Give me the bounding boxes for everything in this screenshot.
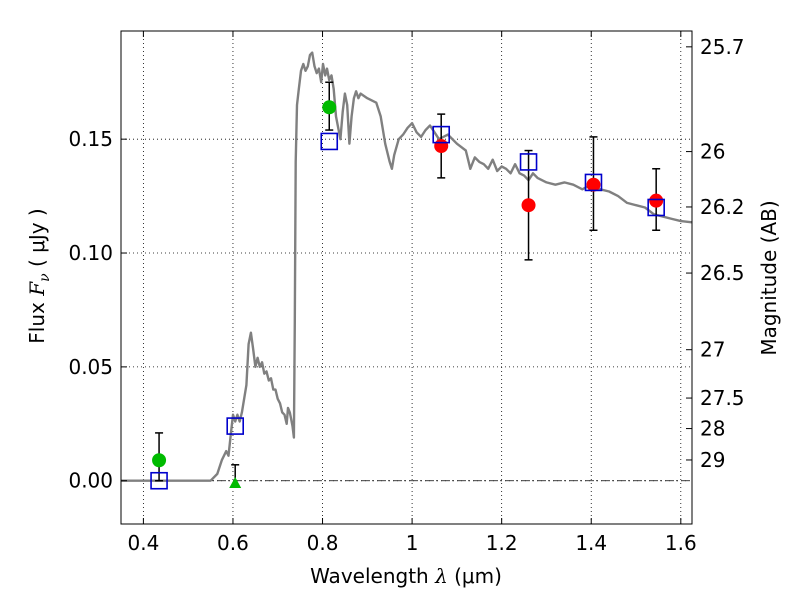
plot-frame [120, 30, 693, 525]
model-band-square [584, 173, 603, 192]
model-band-square [647, 198, 665, 217]
y-tick-label: 0.15 [68, 127, 113, 151]
model-band-square [226, 417, 244, 435]
model-band-square [150, 471, 168, 490]
x-tick-label: 1.4 [575, 531, 607, 555]
model-band-square [519, 153, 538, 171]
y2-tick-label: 26.5 [700, 261, 745, 285]
y-axis-title-unit: ( μJy ) [25, 208, 49, 273]
x-tick-label: 0.4 [127, 531, 159, 555]
model-band-square [432, 125, 451, 144]
y-tick-label: 0.05 [68, 355, 113, 379]
x-tick-label: 1.6 [665, 531, 697, 555]
x-tick-label: 0.8 [307, 531, 339, 555]
x-tick-label: 1.2 [486, 531, 518, 555]
x-tick-label: 1 [406, 531, 419, 555]
data-markers [150, 81, 665, 490]
flux-point [586, 177, 601, 192]
y-tick-label: 0.00 [68, 469, 113, 493]
y2-tick-label: 29 [700, 448, 725, 472]
y-axis-title-prefix: Flux [25, 296, 49, 344]
model-spectrum-line [121, 51, 693, 482]
y-axis-title-sub: ν [37, 273, 53, 282]
model-band-square [320, 132, 339, 151]
y2-tick-label: 27 [700, 338, 725, 362]
y2-tick-label: 28 [700, 417, 725, 441]
axis-ticks: 0.4 0.6 0.8 1 1.2 1.4 1.6 0.00 0.05 0.10 0.15 25.7 2… [68, 31, 745, 555]
y2-tick-label: 26.2 [700, 195, 745, 219]
flux-point [434, 138, 449, 153]
x-axis-title-prefix: Wavelength [310, 564, 435, 588]
x-axis-title: Wavelength λ (μm) [310, 564, 502, 588]
flux-point [521, 198, 536, 213]
flux-point [649, 193, 664, 208]
x-axis-title-lambda: λ [434, 564, 448, 588]
y-axis-title: Flux Fν ( μJy ) [25, 208, 53, 343]
grid [121, 31, 692, 524]
x-tick-label: 0.6 [217, 531, 249, 555]
flux-point [152, 453, 167, 468]
upper-limit-point [229, 477, 242, 489]
y-axis-title-symbol: F [25, 281, 49, 297]
y-tick-label: 0.10 [68, 241, 113, 265]
y2-axis-title: Magnitude (AB) [757, 200, 781, 355]
x-axis-title-unit: (μm) [448, 564, 502, 588]
y2-tick-label: 27.5 [700, 386, 745, 410]
flux-point [322, 100, 337, 115]
y2-tick-label: 26 [700, 140, 725, 164]
y2-tick-label: 25.7 [700, 35, 745, 59]
